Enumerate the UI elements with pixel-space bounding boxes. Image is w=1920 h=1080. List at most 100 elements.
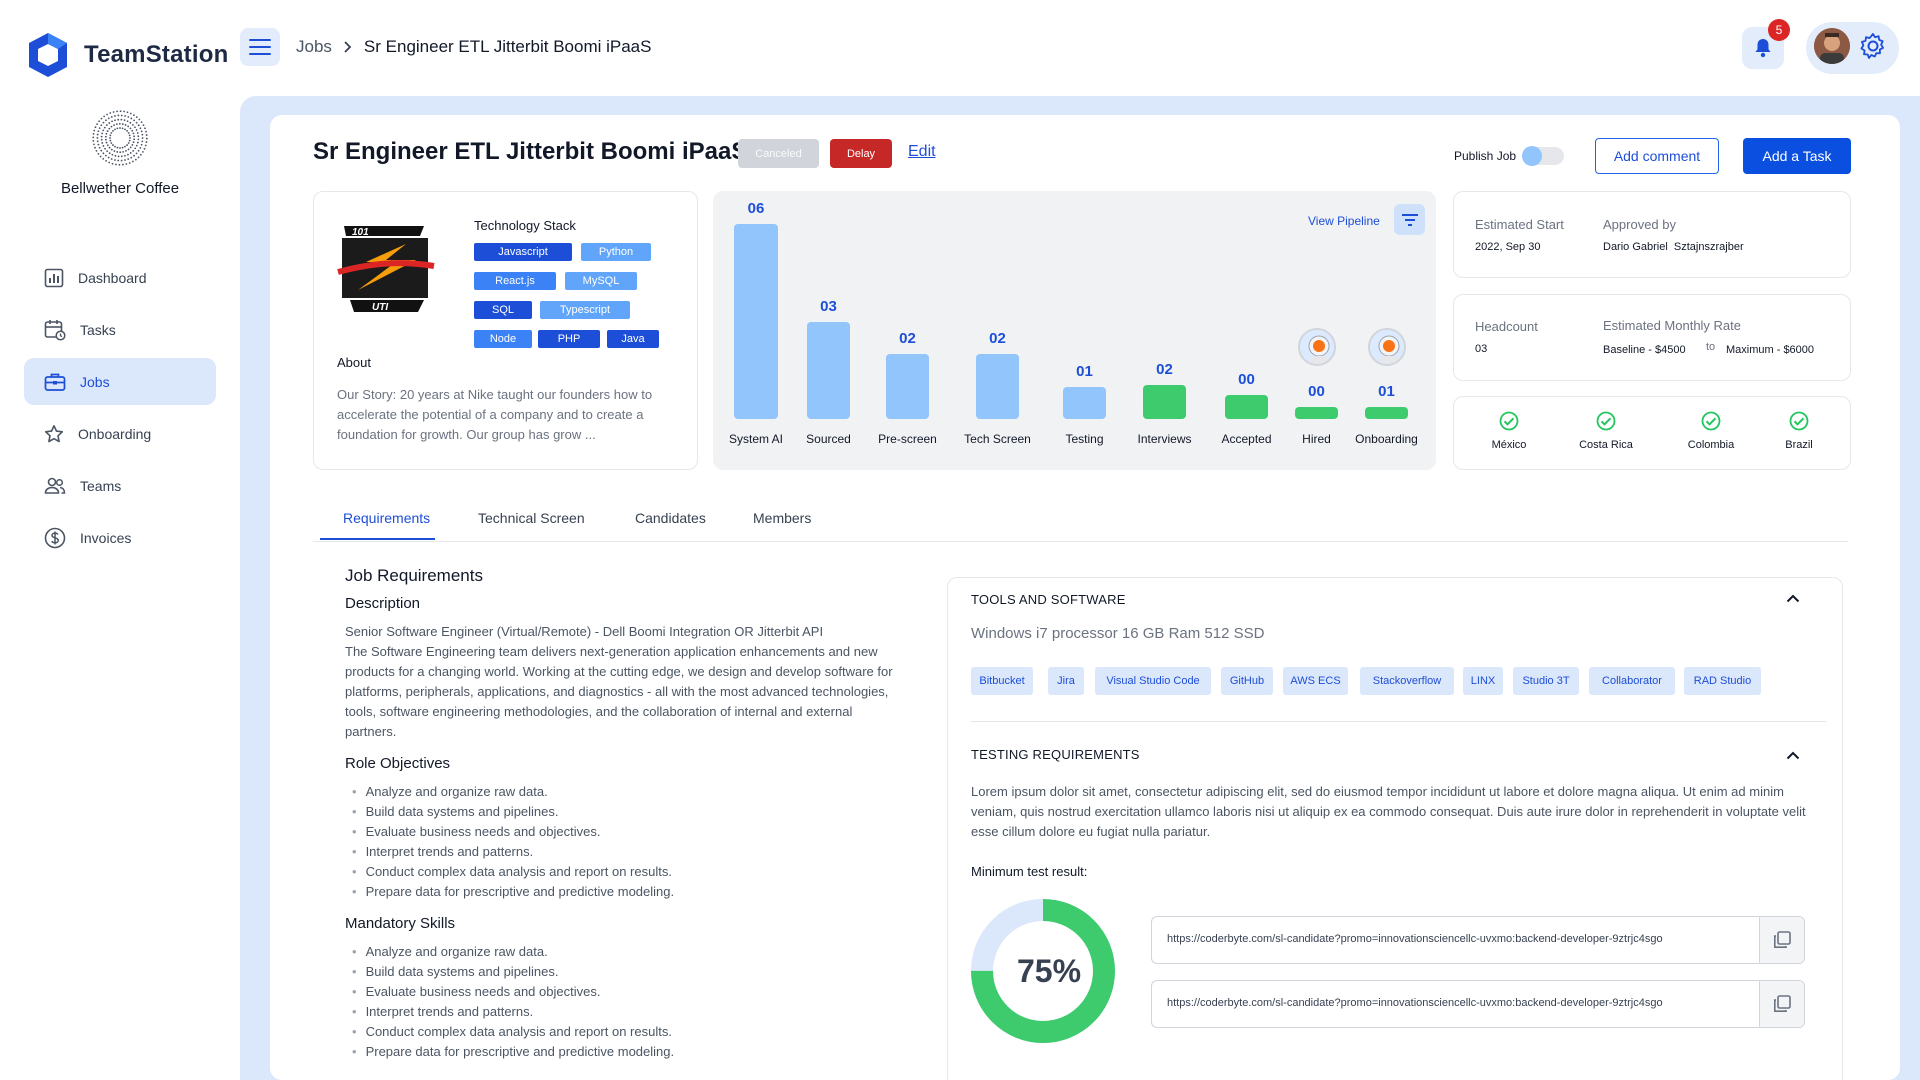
teamstation-logo-icon: [29, 33, 67, 77]
pipeline-label: Testing: [1065, 432, 1104, 446]
pipeline-bar-tech-screen[interactable]: [976, 354, 1019, 419]
tool-tag: Bitbucket: [971, 667, 1033, 695]
role-objectives-list: Analyze and organize raw data. Build dat…: [352, 782, 675, 902]
check-circle-icon: [1596, 411, 1616, 431]
pipeline-count: 02: [899, 330, 916, 347]
app-logo[interactable]: TeamStation: [24, 31, 228, 79]
sidebar: Bellwether Coffee Dashboard Tasks Jobs O…: [0, 96, 240, 1080]
sidebar-item-teams[interactable]: Teams: [24, 462, 216, 509]
user-photo-icon: [1814, 28, 1850, 64]
star-icon: [44, 424, 64, 442]
tech-tag: React.js: [474, 272, 556, 290]
pipeline-bar-sourced[interactable]: [807, 321, 850, 419]
pipeline-bar-onboarding[interactable]: [1365, 407, 1408, 419]
pipeline-bar-hired[interactable]: [1295, 407, 1338, 419]
list-item: Analyze and organize raw data.: [352, 942, 674, 962]
list-item: Conduct complex data analysis and report…: [352, 862, 674, 882]
tech-tag: PHP: [538, 330, 600, 348]
copy-link-button[interactable]: [1759, 917, 1804, 963]
sidebar-item-label: Dashboard: [78, 269, 147, 286]
pipeline-bar-interviews[interactable]: [1143, 385, 1186, 419]
filter-button[interactable]: [1394, 204, 1425, 235]
testing-section-title[interactable]: TESTING REQUIREMENTS: [971, 747, 1140, 762]
check-circle-icon: [1499, 411, 1519, 431]
notification-badge: 5: [1768, 19, 1790, 41]
tools-section-title[interactable]: TOOLS AND SOFTWARE: [971, 592, 1126, 607]
sidebar-item-label: Invoices: [80, 529, 132, 546]
view-pipeline-link[interactable]: View Pipeline: [1308, 214, 1380, 228]
menu-button[interactable]: [240, 28, 280, 66]
mandatory-skills-title: Mandatory Skills: [345, 915, 456, 932]
user-avatar[interactable]: [1814, 28, 1850, 64]
svg-text:101: 101: [352, 227, 369, 238]
test-link-text[interactable]: https://coderbyte.com/sl-candidate?promo…: [1167, 997, 1663, 1009]
country-label: Brazil: [1785, 439, 1813, 451]
tech-tag: Typescript: [540, 301, 630, 319]
pipeline-count: 02: [1156, 361, 1173, 378]
role-objectives-title: Role Objectives: [345, 755, 451, 772]
client-logo: 101 UTI: [336, 224, 436, 321]
briefcase-icon: [44, 373, 66, 391]
dollar-icon: [44, 527, 66, 548]
mandatory-skills-list: Analyze and organize raw data. Build dat…: [352, 942, 675, 1062]
tab-technical-screen[interactable]: Technical Screen: [478, 510, 585, 526]
edit-link[interactable]: Edit: [908, 143, 936, 160]
test-link-text[interactable]: https://coderbyte.com/sl-candidate?promo…: [1167, 933, 1663, 945]
sidebar-item-invoices[interactable]: Invoices: [24, 514, 216, 561]
tab-bar: Requirements Technical Screen Candidates…: [313, 506, 1848, 542]
client-logo-icon: 101 UTI: [337, 226, 435, 313]
candidate-avatar[interactable]: [1367, 328, 1406, 366]
pipeline-bar-pre-screen[interactable]: [886, 354, 929, 419]
pipeline-label: Tech Screen: [964, 432, 1031, 446]
sidebar-item-tasks[interactable]: Tasks: [24, 306, 216, 353]
technology-panel: 101 UTI Technology Stack Javascript Pyth…: [313, 191, 698, 470]
pipeline-label: Hired: [1302, 432, 1331, 446]
headcount-label: Headcount: [1475, 319, 1538, 334]
toggle-knob: [1522, 146, 1542, 166]
status-canceled-badge[interactable]: Canceled: [738, 139, 819, 168]
tab-candidates[interactable]: Candidates: [635, 510, 706, 526]
tool-tag: Collaborator: [1589, 667, 1675, 695]
candidate-avatar[interactable]: [1297, 328, 1336, 366]
tech-tag: MySQL: [565, 272, 637, 290]
tool-tag: RAD Studio: [1684, 667, 1761, 695]
pipeline-bar-testing[interactable]: [1063, 386, 1106, 419]
chevron-up-icon[interactable]: [1786, 594, 1800, 603]
list-item: Prepare data for prescriptive and predic…: [352, 882, 675, 902]
list-item: Interpret trends and patterns.: [352, 842, 674, 862]
list-item: Evaluate business needs and objectives.: [352, 982, 674, 1002]
tech-tag: Python: [581, 243, 651, 261]
tab-requirements[interactable]: Requirements: [343, 510, 431, 526]
dashboard-icon: [44, 268, 64, 287]
hardware-specs: Windows i7 processor 16 GB Ram 512 SSD: [971, 625, 1265, 642]
sidebar-item-jobs[interactable]: Jobs: [24, 358, 216, 405]
description-text: Senior Software Engineer (Virtual/Remote…: [345, 624, 893, 739]
pipeline-count: 06: [747, 200, 765, 217]
add-comment-button[interactable]: Add comment: [1595, 138, 1719, 174]
add-task-button[interactable]: Add a Task: [1743, 138, 1851, 174]
approved-label: Approved by: [1603, 217, 1676, 232]
people-icon: [44, 477, 66, 494]
pipeline-bar-accepted[interactable]: [1225, 395, 1268, 419]
bell-icon: [1755, 39, 1771, 58]
test-link-field[interactable]: https://coderbyte.com/sl-candidate?promo…: [1151, 980, 1805, 1028]
calendar-icon: [44, 319, 66, 341]
test-link-field[interactable]: https://coderbyte.com/sl-candidate?promo…: [1151, 916, 1805, 964]
company-name: Bellwether Coffee: [60, 180, 180, 197]
pipeline-count: 01: [1076, 362, 1093, 380]
status-delay-badge[interactable]: Delay: [830, 139, 892, 168]
breadcrumb-jobs[interactable]: Jobs: [296, 37, 332, 56]
publish-label: Publish Job: [1454, 149, 1517, 163]
settings-button[interactable]: [1858, 31, 1888, 66]
pipeline-bar-system-ai[interactable]: [734, 224, 778, 419]
pipeline-label: Interviews: [1137, 432, 1192, 446]
chevron-up-icon[interactable]: [1786, 751, 1800, 760]
copy-link-button[interactable]: [1759, 981, 1804, 1027]
sidebar-item-onboarding[interactable]: Onboarding: [24, 410, 216, 457]
hamburger-icon: [249, 39, 271, 55]
tab-members[interactable]: Members: [753, 510, 812, 526]
sidebar-item-dashboard[interactable]: Dashboard: [24, 254, 216, 301]
publish-toggle[interactable]: [1522, 146, 1564, 166]
rate-max: Maximum - $6000: [1726, 344, 1815, 356]
tool-tag: AWS ECS: [1283, 667, 1348, 695]
